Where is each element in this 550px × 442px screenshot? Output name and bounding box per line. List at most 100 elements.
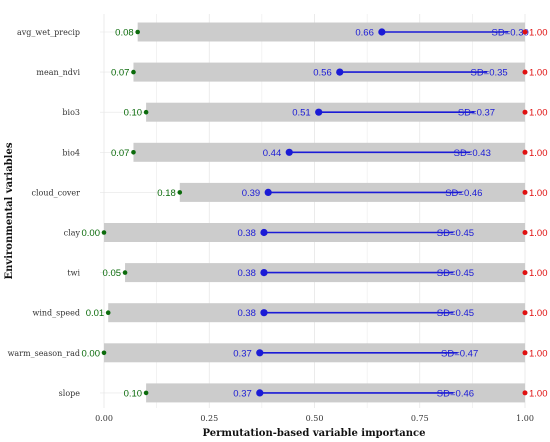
mean-point: [336, 68, 344, 76]
variable-row: clay 0.00 0.38 SD=0.45 1.00: [64, 223, 548, 242]
min-label: 0.00: [82, 228, 101, 239]
variable-row: warm_season_rad 0.00 0.37 SD=0.47 1.00: [8, 343, 548, 363]
min-label: 0.00: [82, 348, 101, 359]
max-point: [522, 350, 528, 356]
x-tick-label: 0.50: [306, 414, 324, 423]
min-point: [131, 150, 136, 155]
x-tick-label: 0.25: [200, 414, 218, 423]
sd-label: SD=0.43: [454, 148, 491, 159]
sd-label: SD=0.46: [445, 188, 482, 199]
variable-label: twi: [67, 269, 80, 278]
mean-point: [256, 349, 264, 357]
variable-label: avg_wet_precip: [17, 28, 80, 37]
max-point: [522, 69, 528, 75]
variable-label: bio4: [62, 148, 80, 157]
x-axis-title: Permutation-based variable importance: [203, 428, 426, 439]
max-point: [522, 310, 528, 316]
mean-label: 0.44: [263, 148, 282, 159]
min-point: [101, 230, 107, 235]
max-label: 1.00: [529, 188, 548, 199]
max-point: [522, 270, 528, 276]
max-label: 1.00: [529, 148, 548, 159]
max-label: 1.00: [529, 268, 548, 279]
max-label: 1.00: [529, 28, 548, 39]
rows-layer: avg_wet_precip 0.08 0.66 SD=0.30 1.00mean_nd…: [8, 22, 548, 403]
max-label: 1.00: [529, 228, 548, 239]
min-label: 0.05: [103, 268, 122, 279]
variable-label: wind_speed: [33, 309, 81, 318]
variable-row: avg_wet_precip 0.08 0.66 SD=0.30 1.00: [17, 22, 548, 42]
mean-label: 0.37: [233, 388, 252, 399]
max-point: [522, 29, 528, 35]
min-point: [131, 69, 136, 75]
sd-label: SD=0.47: [441, 348, 478, 359]
min-label: 0.18: [157, 188, 176, 199]
mean-point: [315, 108, 323, 116]
x-axis-ticks: 0.00 0.25 0.50 0.75 1.00: [95, 414, 534, 423]
range-band: [133, 62, 525, 82]
variable-row: cloud_cover 0.18 0.39 SD=0.46 1.00: [31, 182, 548, 202]
min-point: [105, 310, 111, 316]
min-point: [177, 190, 183, 195]
min-label: 0.10: [124, 108, 143, 119]
min-point: [143, 390, 149, 396]
variable-label: mean_ndvi: [36, 68, 80, 77]
x-tick-label: 0.00: [95, 414, 113, 423]
variable-label: bio3: [62, 108, 80, 117]
mean-point: [264, 188, 272, 196]
variable-row: slope 0.10 0.37 SD=0.46 1.00: [59, 383, 548, 403]
sd-label: SD=0.45: [437, 308, 474, 319]
mean-label: 0.38: [237, 268, 256, 279]
variable-row: bio3 0.10 0.51 SD=0.37 1.00: [62, 102, 548, 122]
min-label: 0.01: [86, 308, 105, 319]
min-point: [101, 350, 107, 356]
sd-label: SD=0.46: [437, 388, 474, 399]
min-point: [135, 29, 140, 35]
max-point: [522, 390, 528, 396]
mean-label: 0.38: [237, 308, 256, 319]
variable-row: mean_ndvi 0.07 0.56 SD=0.35 1.00: [36, 62, 548, 82]
mean-label: 0.51: [292, 108, 311, 119]
mean-label: 0.39: [242, 188, 261, 199]
mean-label: 0.37: [233, 348, 252, 359]
sd-label: SD=0.35: [470, 68, 507, 79]
min-point: [143, 109, 149, 115]
min-label: 0.08: [115, 28, 134, 39]
min-label: 0.07: [111, 68, 130, 79]
sd-label: SD=0.30: [492, 28, 529, 39]
max-point: [522, 109, 528, 115]
max-label: 1.00: [529, 108, 548, 119]
variable-row: bio4 0.07 0.44 SD=0.43 1.00: [62, 142, 548, 162]
x-tick-label: 1.00: [516, 414, 534, 423]
range-band: [137, 22, 525, 42]
min-label: 0.07: [111, 148, 130, 159]
sd-label: SD=0.37: [458, 108, 495, 119]
mean-label: 0.66: [355, 28, 374, 39]
variable-row: wind_speed 0.01 0.38 SD=0.45 1.00: [33, 303, 548, 323]
max-label: 1.00: [529, 68, 548, 79]
variable-label: clay: [64, 229, 81, 238]
mean-point: [285, 148, 293, 156]
mean-point: [256, 389, 264, 397]
max-label: 1.00: [529, 388, 548, 399]
mean-point: [260, 309, 268, 317]
mean-point: [378, 28, 386, 36]
min-label: 0.10: [124, 388, 143, 399]
mean-point: [260, 269, 268, 277]
max-label: 1.00: [529, 308, 548, 319]
mean-label: 0.56: [313, 68, 332, 79]
max-label: 1.00: [529, 348, 548, 359]
variable-row: twi 0.05 0.38 SD=0.45 1.00: [67, 263, 548, 283]
mean-label: 0.38: [237, 228, 256, 239]
x-tick-label: 0.75: [411, 414, 429, 423]
max-point: [522, 189, 528, 195]
mean-point: [260, 228, 268, 237]
sd-label: SD=0.45: [437, 268, 474, 279]
variable-label: slope: [59, 389, 81, 398]
variable-label: cloud_cover: [31, 188, 80, 197]
max-point: [522, 230, 528, 235]
variable-label: warm_season_rad: [8, 349, 80, 358]
y-axis-title: Environmental variables: [4, 142, 15, 279]
sd-label: SD=0.45: [437, 228, 474, 239]
